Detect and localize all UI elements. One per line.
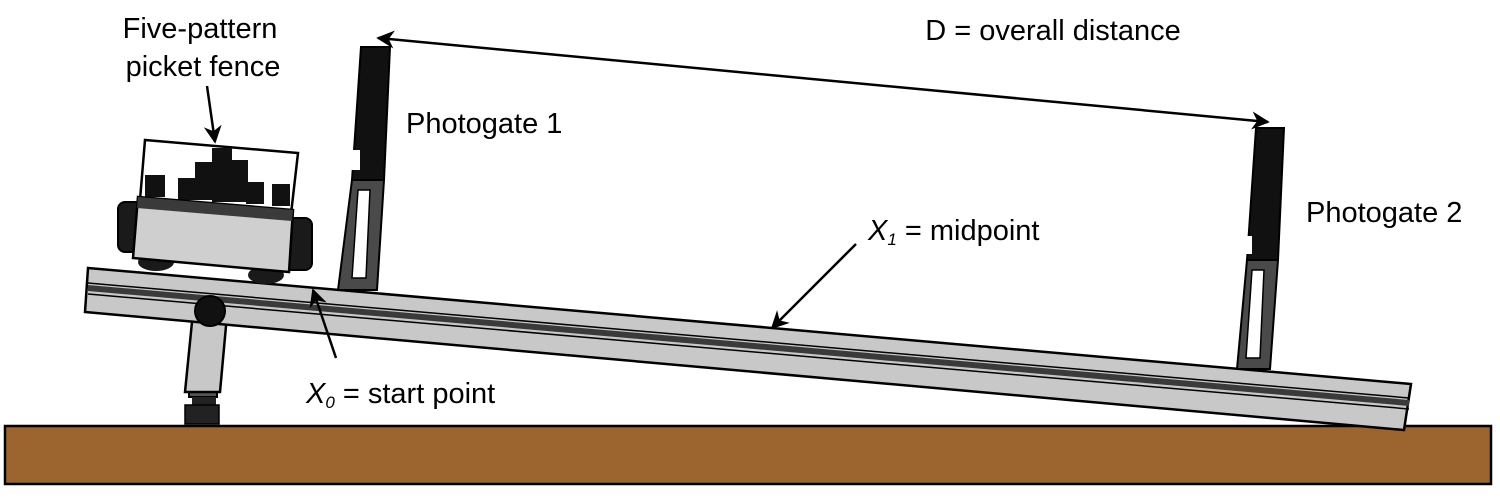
fence-label-line1: Five-pattern [123,13,278,45]
photogate-2 [1235,127,1286,370]
photogate-1 [336,46,392,291]
floor-surface [3,424,1493,486]
start-point-text: = start point [335,378,495,410]
cart-with-picket-fence [117,138,313,284]
start-point-label: X0 = start point [305,378,495,412]
distance-arrow [376,30,1270,130]
start-point-variable: X [305,378,327,410]
midpoint-variable: X [867,215,889,247]
midpoint-label: X1 = midpoint [867,215,1039,249]
distance-label: D = overall distance [925,15,1181,47]
leg-clamp-knob [194,295,226,327]
midpoint-text: = midpoint [897,215,1040,247]
start-point-subscript: 0 [325,393,335,412]
fence-pointer-arrow [203,85,222,144]
fence-label-line2: picket fence [126,51,281,83]
midpoint-pointer-arrow [770,243,857,330]
start-point-pointer-arrow [309,288,338,359]
inclined-track [83,266,1413,432]
midpoint-subscript: 1 [887,230,896,249]
photogate-2-label: Photogate 2 [1306,197,1462,229]
photogate-1-label: Photogate 1 [406,108,562,140]
